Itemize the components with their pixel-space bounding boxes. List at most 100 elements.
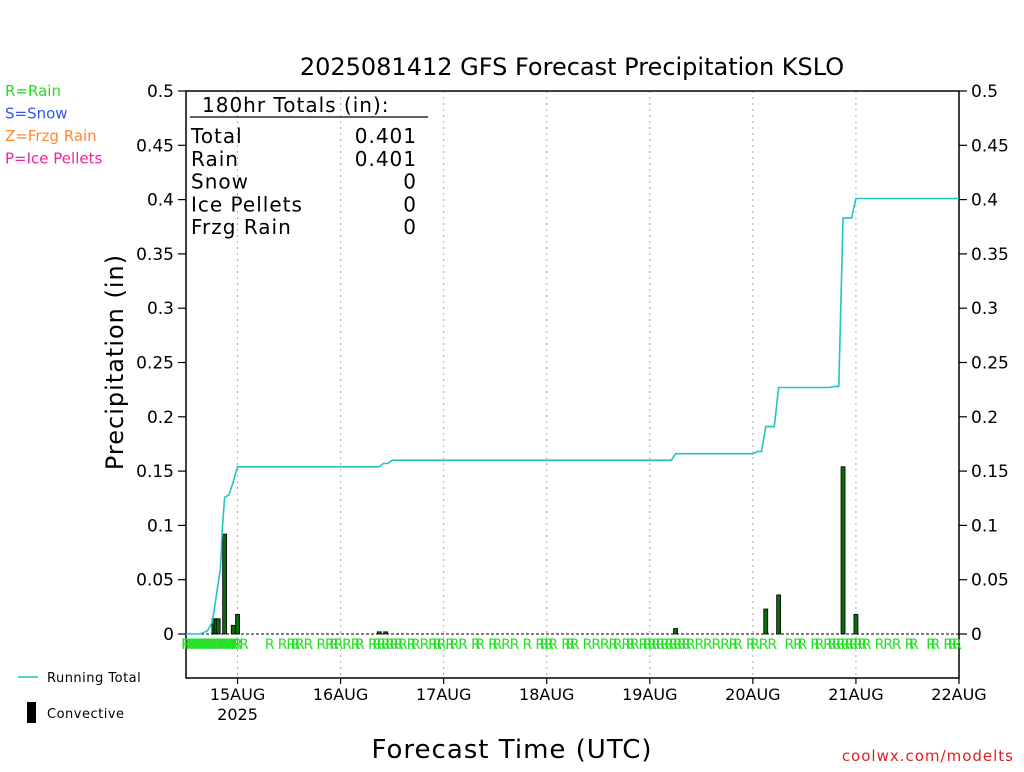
y-tick-label-left-5: 0.25 (136, 354, 174, 374)
y-tick-label-left-6: 0.3 (147, 299, 174, 319)
totals-box: 180hr Totals (in): Total 0.401 Rain 0.401 Sno… (190, 93, 428, 239)
x-tick-label-3: 18AUG (519, 685, 574, 704)
y-tick-label-left-9: 0.45 (136, 136, 174, 156)
rain-mark-99: R (767, 637, 777, 653)
rain-mark-29: R (291, 637, 301, 653)
rain-mark-117: R (892, 637, 902, 653)
x-tick-label-7: 22AUG (931, 685, 986, 704)
rain-mark-2: R (185, 637, 195, 653)
plot-frame (185, 90, 960, 679)
rain-mark-111: R (849, 637, 859, 653)
rain-mark-27: R (278, 637, 288, 653)
x-tick-label-6: 21AUG (828, 685, 883, 704)
rain-mark-115: R (875, 637, 885, 653)
rain-mark-54: R (450, 637, 460, 653)
rain-mark-34: R (329, 637, 339, 653)
grid-lines (237, 91, 857, 678)
rain-mark-113: R (858, 637, 868, 653)
rain-mark-51: R (432, 637, 442, 653)
rain-mark-60: R (501, 637, 511, 653)
rain-mark-122: R (943, 637, 953, 653)
rain-mark-71: R (591, 637, 601, 653)
legend-series-label-1: Convective (47, 707, 125, 722)
rain-mark-52: R (437, 637, 447, 653)
rain-mark-56: R (471, 637, 481, 653)
rain-mark-69: R (570, 637, 580, 653)
legend-series-label-0: Running Total (47, 671, 141, 686)
rain-mark-32: R (316, 637, 326, 653)
rain-mark-4: R (190, 637, 200, 653)
y-tick-label-right-5: 0.25 (971, 354, 1009, 374)
rain-mark-41: R (377, 637, 387, 653)
legend-type-3: P=Ice Pellets (5, 150, 102, 168)
rain-mark-5: R (192, 637, 202, 653)
rain-mark-109: R (840, 637, 850, 653)
totals-label-3: Ice Pellets (191, 192, 303, 216)
y-tick-label-left-0: 0 (163, 625, 174, 645)
rain-mark-76: R (626, 637, 636, 653)
totals-label-1: Rain (191, 147, 239, 171)
rain-mark-7: R (196, 637, 206, 653)
rain-mark-74: R (613, 637, 623, 653)
rain-mark-57: R (475, 637, 485, 653)
y-axis-left: 0 0.05 0.1 0.15 0.2 0.25 0.3 0.35 0.4 0.45 0.5 (136, 82, 186, 645)
rain-mark-19: R (222, 637, 232, 653)
convective-bar-12 (853, 614, 859, 635)
rain-mark-100: R (785, 637, 795, 653)
convective-bar-8 (673, 628, 678, 635)
rain-mark-55: R (458, 637, 468, 653)
rain-mark-90: R (694, 637, 704, 653)
y-tick-label-right-0: 0 (971, 625, 982, 645)
rain-mark-20: R (224, 637, 234, 653)
rain-mark-124: R (952, 637, 962, 653)
rain-mark-37: R (351, 637, 361, 653)
totals-value-2: 0 (403, 170, 417, 194)
rain-mark-95: R (733, 637, 743, 653)
rain-mark-112: R (853, 637, 863, 653)
rain-mark-116: R (883, 637, 893, 653)
rain-mark-26: R (265, 637, 275, 653)
rain-mark-30: R (295, 637, 305, 653)
chart-title: 2025081412 GFS Forecast Precipitation KS… (300, 53, 844, 81)
legend-type-2: Z=Frzg Rain (5, 127, 97, 145)
convective-bar-6 (376, 631, 382, 635)
rain-mark-10: R (203, 637, 213, 653)
rain-mark-18: R (220, 637, 230, 653)
rain-mark-72: R (600, 637, 610, 653)
y-tick-label-right-4: 0.2 (971, 408, 998, 428)
y-tick-label-left-4: 0.2 (147, 408, 174, 428)
rain-mark-108: R (836, 637, 846, 653)
rain-mark-70: R (583, 637, 593, 653)
running-total-line (186, 197, 959, 635)
rain-mark-107: R (832, 637, 842, 653)
rain-mark-118: R (905, 637, 915, 653)
totals-value-0: 0.401 (355, 124, 417, 148)
rain-mark-93: R (720, 637, 730, 653)
rain-mark-75: R (621, 637, 631, 653)
rain-mark-85: R (669, 637, 679, 653)
y-tick-label-left-3: 0.15 (136, 462, 174, 482)
x-axis-label: Forecast Time (UTC) (371, 735, 652, 765)
totals-label-2: Snow (191, 170, 249, 194)
legend-type-0: R=Rain (5, 82, 61, 100)
rain-mark-121: R (931, 637, 941, 653)
x-tick-sublabel-0: 2025 (217, 705, 258, 724)
rain-mark-66: R (548, 637, 558, 653)
rain-mark-3: R (188, 637, 198, 653)
rain-mark-104: R (815, 637, 825, 653)
rain-mark-23: R (231, 637, 241, 653)
totals-value-3: 0 (403, 192, 417, 216)
rain-mark-58: R (488, 637, 498, 653)
rain-mark-83: R (660, 637, 670, 653)
totals-value-4: 0 (403, 215, 417, 239)
rain-mark-49: R (419, 637, 429, 653)
rain-mark-0: R (181, 637, 191, 653)
rain-mark-45: R (394, 637, 404, 653)
rain-mark-53: R (445, 637, 455, 653)
rain-mark-114: R (862, 637, 872, 653)
convective-bar-11 (840, 466, 846, 635)
rain-mark-48: R (411, 637, 421, 653)
rain-mark-78: R (638, 637, 648, 653)
totals-label-0: Total (190, 124, 243, 148)
